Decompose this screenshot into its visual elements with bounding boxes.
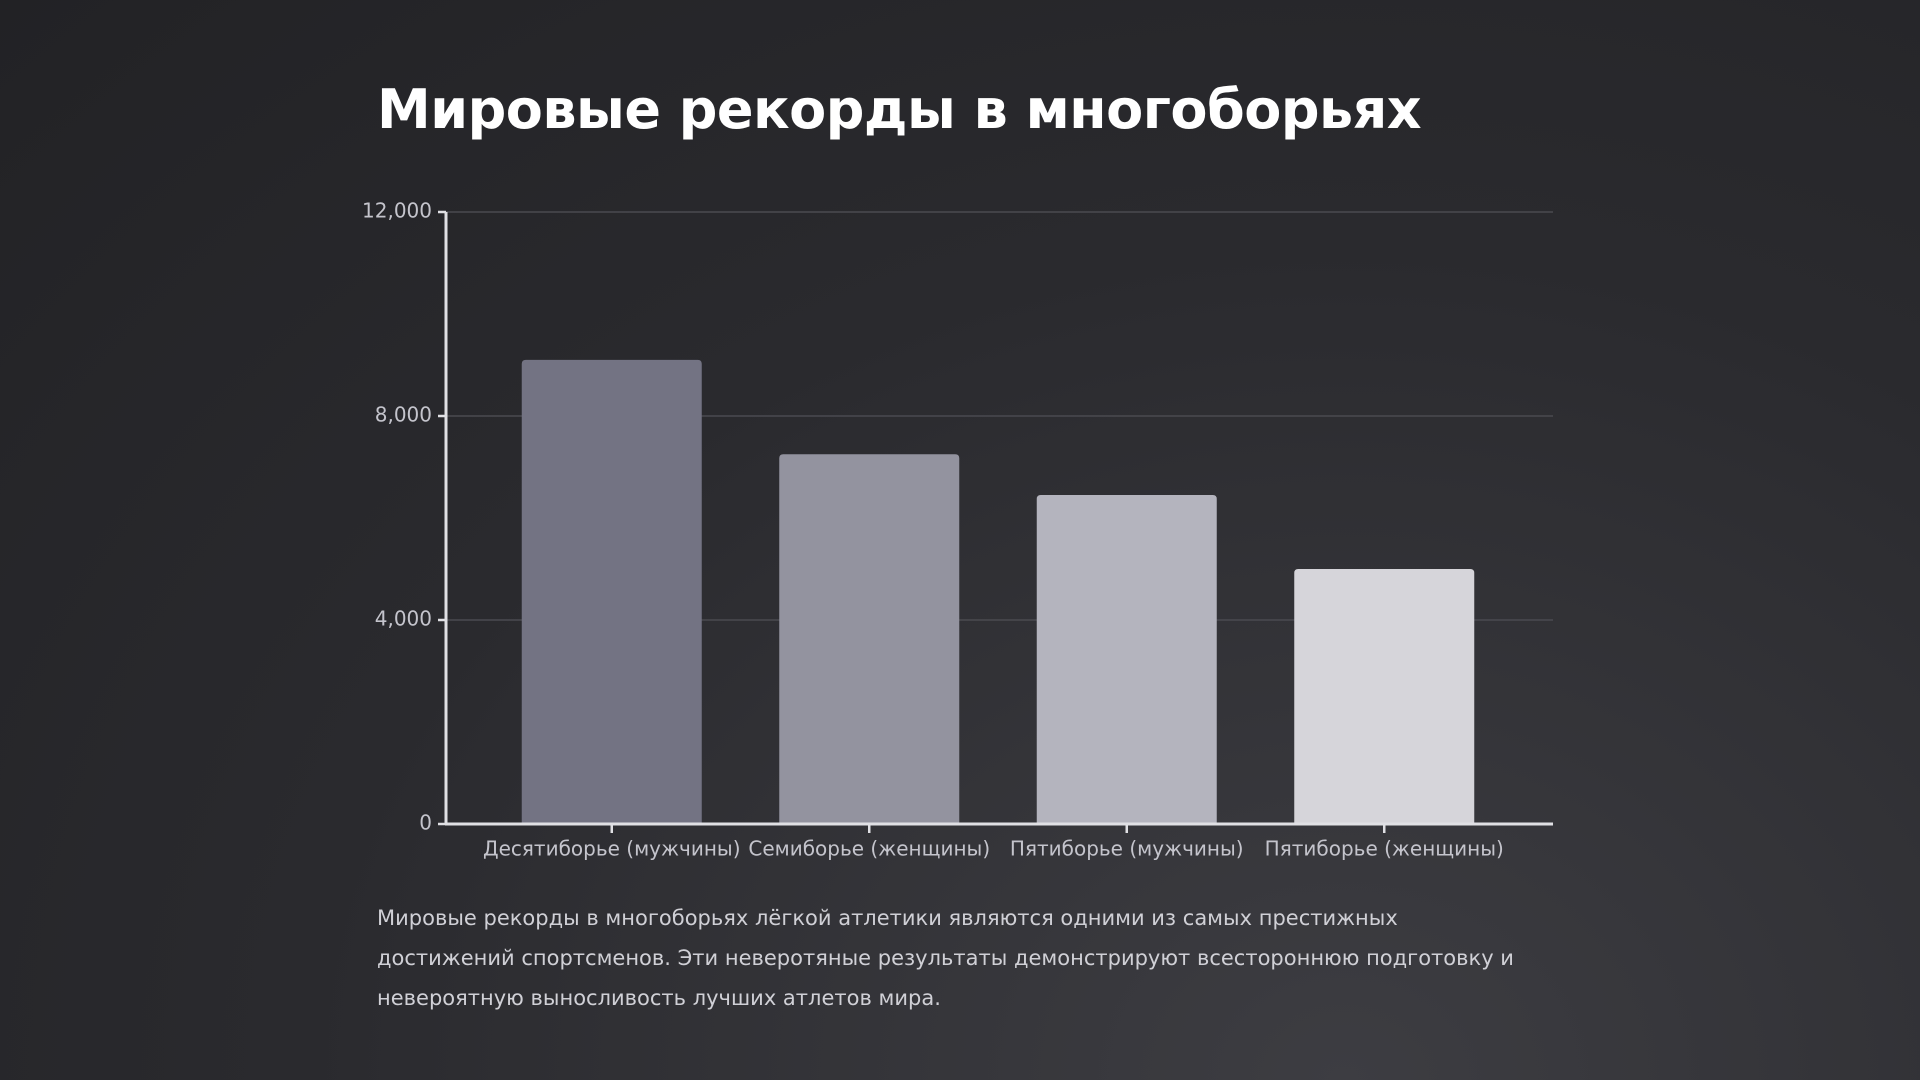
x-tick-label: Семиборье (женщины) [748,837,990,861]
y-tick-label: 4,000 [375,607,432,631]
bar [1036,495,1217,824]
chart-title: Мировые рекорды в многоборьях [377,78,1422,141]
y-tick-label: 8,000 [375,403,432,427]
bar [521,359,702,824]
y-tick-label: 12,000 [362,199,432,223]
y-tick-label: 0 [419,811,432,835]
x-tick-label: Пятиборье (мужчины) [1010,837,1244,861]
x-tick-label: Десятиборье (мужчины) [483,837,741,861]
bar [1294,569,1475,824]
description: Мировые рекорды в многоборьях лёгкой атл… [377,906,1514,1010]
bar [779,454,960,824]
x-tick-label: Пятиборье (женщины) [1265,837,1504,861]
